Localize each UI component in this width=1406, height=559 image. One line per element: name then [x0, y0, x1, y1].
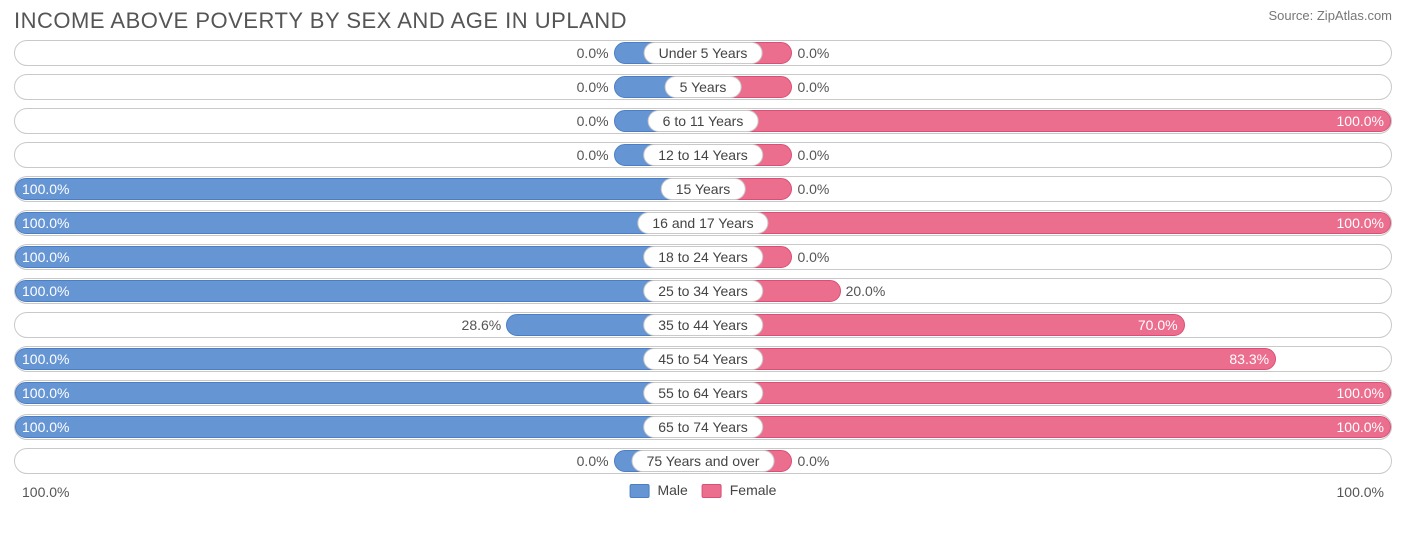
category-label: 15 Years — [661, 178, 746, 200]
female-value-label: 0.0% — [791, 179, 829, 199]
female-value-label: 0.0% — [791, 247, 829, 267]
female-bar: 100.0% — [703, 416, 1391, 438]
male-bar: 100.0% — [15, 246, 703, 268]
female-value-label: 100.0% — [1337, 213, 1384, 233]
female-value-label: 0.0% — [791, 145, 829, 165]
category-label: 18 to 24 Years — [643, 246, 763, 268]
female-bar: 83.3% — [703, 348, 1276, 370]
legend-label-female: Female — [730, 482, 777, 498]
category-label: 12 to 14 Years — [643, 144, 763, 166]
chart-title: INCOME ABOVE POVERTY BY SEX AND AGE IN U… — [14, 8, 627, 34]
female-value-label: 100.0% — [1337, 383, 1384, 403]
male-bar: 100.0% — [15, 348, 703, 370]
category-label: 6 to 11 Years — [648, 110, 759, 132]
legend-swatch-male — [630, 484, 650, 498]
chart-row: 28.6% 70.0% 35 to 44 Years — [14, 312, 1392, 338]
female-bar: 70.0% — [703, 314, 1185, 336]
chart-row: 0.0% 0.0% Under 5 Years — [14, 40, 1392, 66]
category-label: 25 to 34 Years — [643, 280, 763, 302]
female-bar: 100.0% — [703, 382, 1391, 404]
male-bar: 100.0% — [15, 382, 703, 404]
female-bar: 100.0% — [703, 212, 1391, 234]
male-bar: 100.0% — [15, 280, 703, 302]
chart-row: 100.0% 83.3% 45 to 54 Years — [14, 346, 1392, 372]
female-value-label: 100.0% — [1337, 417, 1384, 437]
chart-row: 100.0% 0.0% 15 Years — [14, 176, 1392, 202]
legend-swatch-female — [702, 484, 722, 498]
category-label: 75 Years and over — [632, 450, 775, 472]
male-value-label: 100.0% — [22, 213, 69, 233]
chart-row: 0.0% 0.0% 12 to 14 Years — [14, 142, 1392, 168]
male-value-label: 100.0% — [22, 281, 69, 301]
male-bar: 100.0% — [15, 416, 703, 438]
male-value-label: 100.0% — [22, 349, 69, 369]
category-label: 35 to 44 Years — [643, 314, 763, 336]
male-value-label: 100.0% — [22, 417, 69, 437]
category-label: Under 5 Years — [644, 42, 763, 64]
chart-row: 100.0% 20.0% 25 to 34 Years — [14, 278, 1392, 304]
chart-row: 100.0% 0.0% 18 to 24 Years — [14, 244, 1392, 270]
male-bar: 100.0% — [15, 178, 703, 200]
legend-label-male: Male — [657, 482, 687, 498]
legend: Male Female — [630, 482, 777, 498]
chart-row: 0.0% 100.0% 6 to 11 Years — [14, 108, 1392, 134]
header: INCOME ABOVE POVERTY BY SEX AND AGE IN U… — [0, 0, 1406, 40]
chart-row: 100.0% 100.0% 55 to 64 Years — [14, 380, 1392, 406]
chart-row: 100.0% 100.0% 65 to 74 Years — [14, 414, 1392, 440]
chart-row: 0.0% 0.0% 75 Years and over — [14, 448, 1392, 474]
female-value-label: 0.0% — [791, 451, 829, 471]
female-value-label: 0.0% — [791, 77, 829, 97]
male-value-label: 0.0% — [577, 451, 615, 471]
legend-item-male: Male — [630, 482, 688, 498]
female-bar: 100.0% — [703, 110, 1391, 132]
chart-footer: 100.0% Male Female 100.0% — [0, 482, 1406, 510]
category-label: 65 to 74 Years — [643, 416, 763, 438]
chart-row: 0.0% 0.0% 5 Years — [14, 74, 1392, 100]
male-value-label: 0.0% — [577, 77, 615, 97]
male-value-label: 0.0% — [577, 43, 615, 63]
male-value-label: 100.0% — [22, 179, 69, 199]
male-value-label: 0.0% — [577, 145, 615, 165]
axis-label-right: 100.0% — [1337, 484, 1384, 500]
category-label: 45 to 54 Years — [643, 348, 763, 370]
female-value-label: 100.0% — [1337, 111, 1384, 131]
male-value-label: 100.0% — [22, 247, 69, 267]
legend-item-female: Female — [702, 482, 777, 498]
male-value-label: 100.0% — [22, 383, 69, 403]
female-value-label: 83.3% — [1229, 349, 1269, 369]
source-label: Source: ZipAtlas.com — [1268, 8, 1392, 23]
category-label: 55 to 64 Years — [643, 382, 763, 404]
axis-label-left: 100.0% — [22, 484, 69, 500]
female-value-label: 0.0% — [791, 43, 829, 63]
male-bar: 100.0% — [15, 212, 703, 234]
male-value-label: 0.0% — [577, 111, 615, 131]
category-label: 16 and 17 Years — [637, 212, 768, 234]
female-value-label: 20.0% — [840, 281, 886, 301]
male-value-label: 28.6% — [462, 315, 508, 335]
female-value-label: 70.0% — [1138, 315, 1178, 335]
chart-row: 100.0% 100.0% 16 and 17 Years — [14, 210, 1392, 236]
diverging-bar-chart: 0.0%0.0%Under 5 Years0.0%0.0%5 Years0.0%… — [0, 40, 1406, 474]
category-label: 5 Years — [665, 76, 742, 98]
